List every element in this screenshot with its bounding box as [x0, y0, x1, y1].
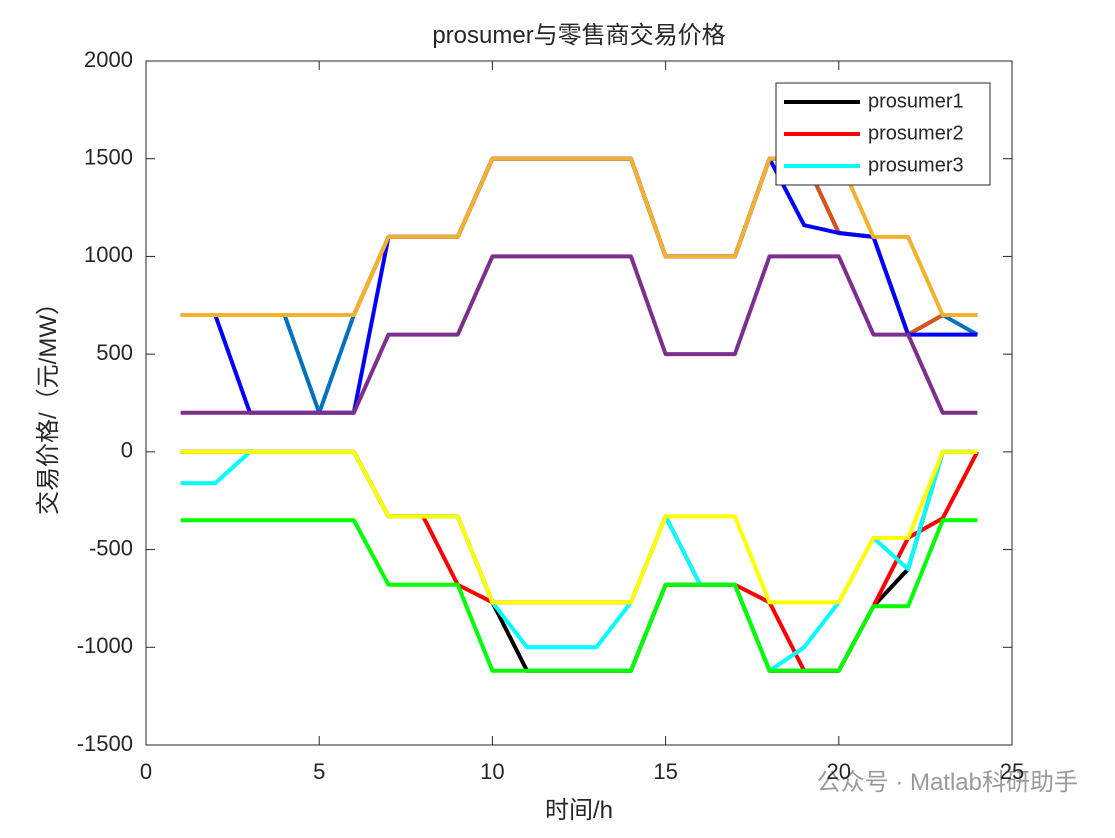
x-tick-label: 20: [827, 759, 851, 784]
legend-label: prosumer2: [868, 122, 964, 144]
x-tick-label: 0: [140, 759, 152, 784]
y-tick-label: 2000: [84, 47, 133, 72]
x-tick-label: 15: [653, 759, 677, 784]
x-tick-label: 5: [313, 759, 325, 784]
y-tick-label: 1000: [84, 242, 133, 267]
plot-frame: [145, 60, 1013, 746]
series-line: [180, 449, 978, 605]
legend-label: prosumer3: [868, 154, 964, 176]
series-line: [180, 254, 978, 415]
x-tick-label: 10: [480, 759, 504, 784]
y-tick-label: -1000: [77, 633, 133, 658]
y-axis-label: 交易价格/（元/MW）: [35, 291, 62, 515]
legend-label: prosumer1: [868, 90, 964, 112]
series-line: [180, 518, 978, 673]
x-tick-label: 25: [1000, 759, 1024, 784]
legend: prosumer1 prosumer2 prosumer3: [775, 82, 991, 186]
y-tick-label: -500: [89, 535, 133, 560]
chart-title: prosumer与零售商交易价格: [432, 22, 725, 49]
watermark: 公众号 · Matlab科研助手: [817, 769, 1078, 796]
y-tick-label: -1500: [77, 731, 133, 756]
x-axis-label: 时间/h: [545, 797, 613, 824]
y-tick-label: 500: [96, 340, 133, 365]
y-tick-label: 0: [121, 438, 133, 463]
y-tick-label: 1500: [84, 145, 133, 170]
